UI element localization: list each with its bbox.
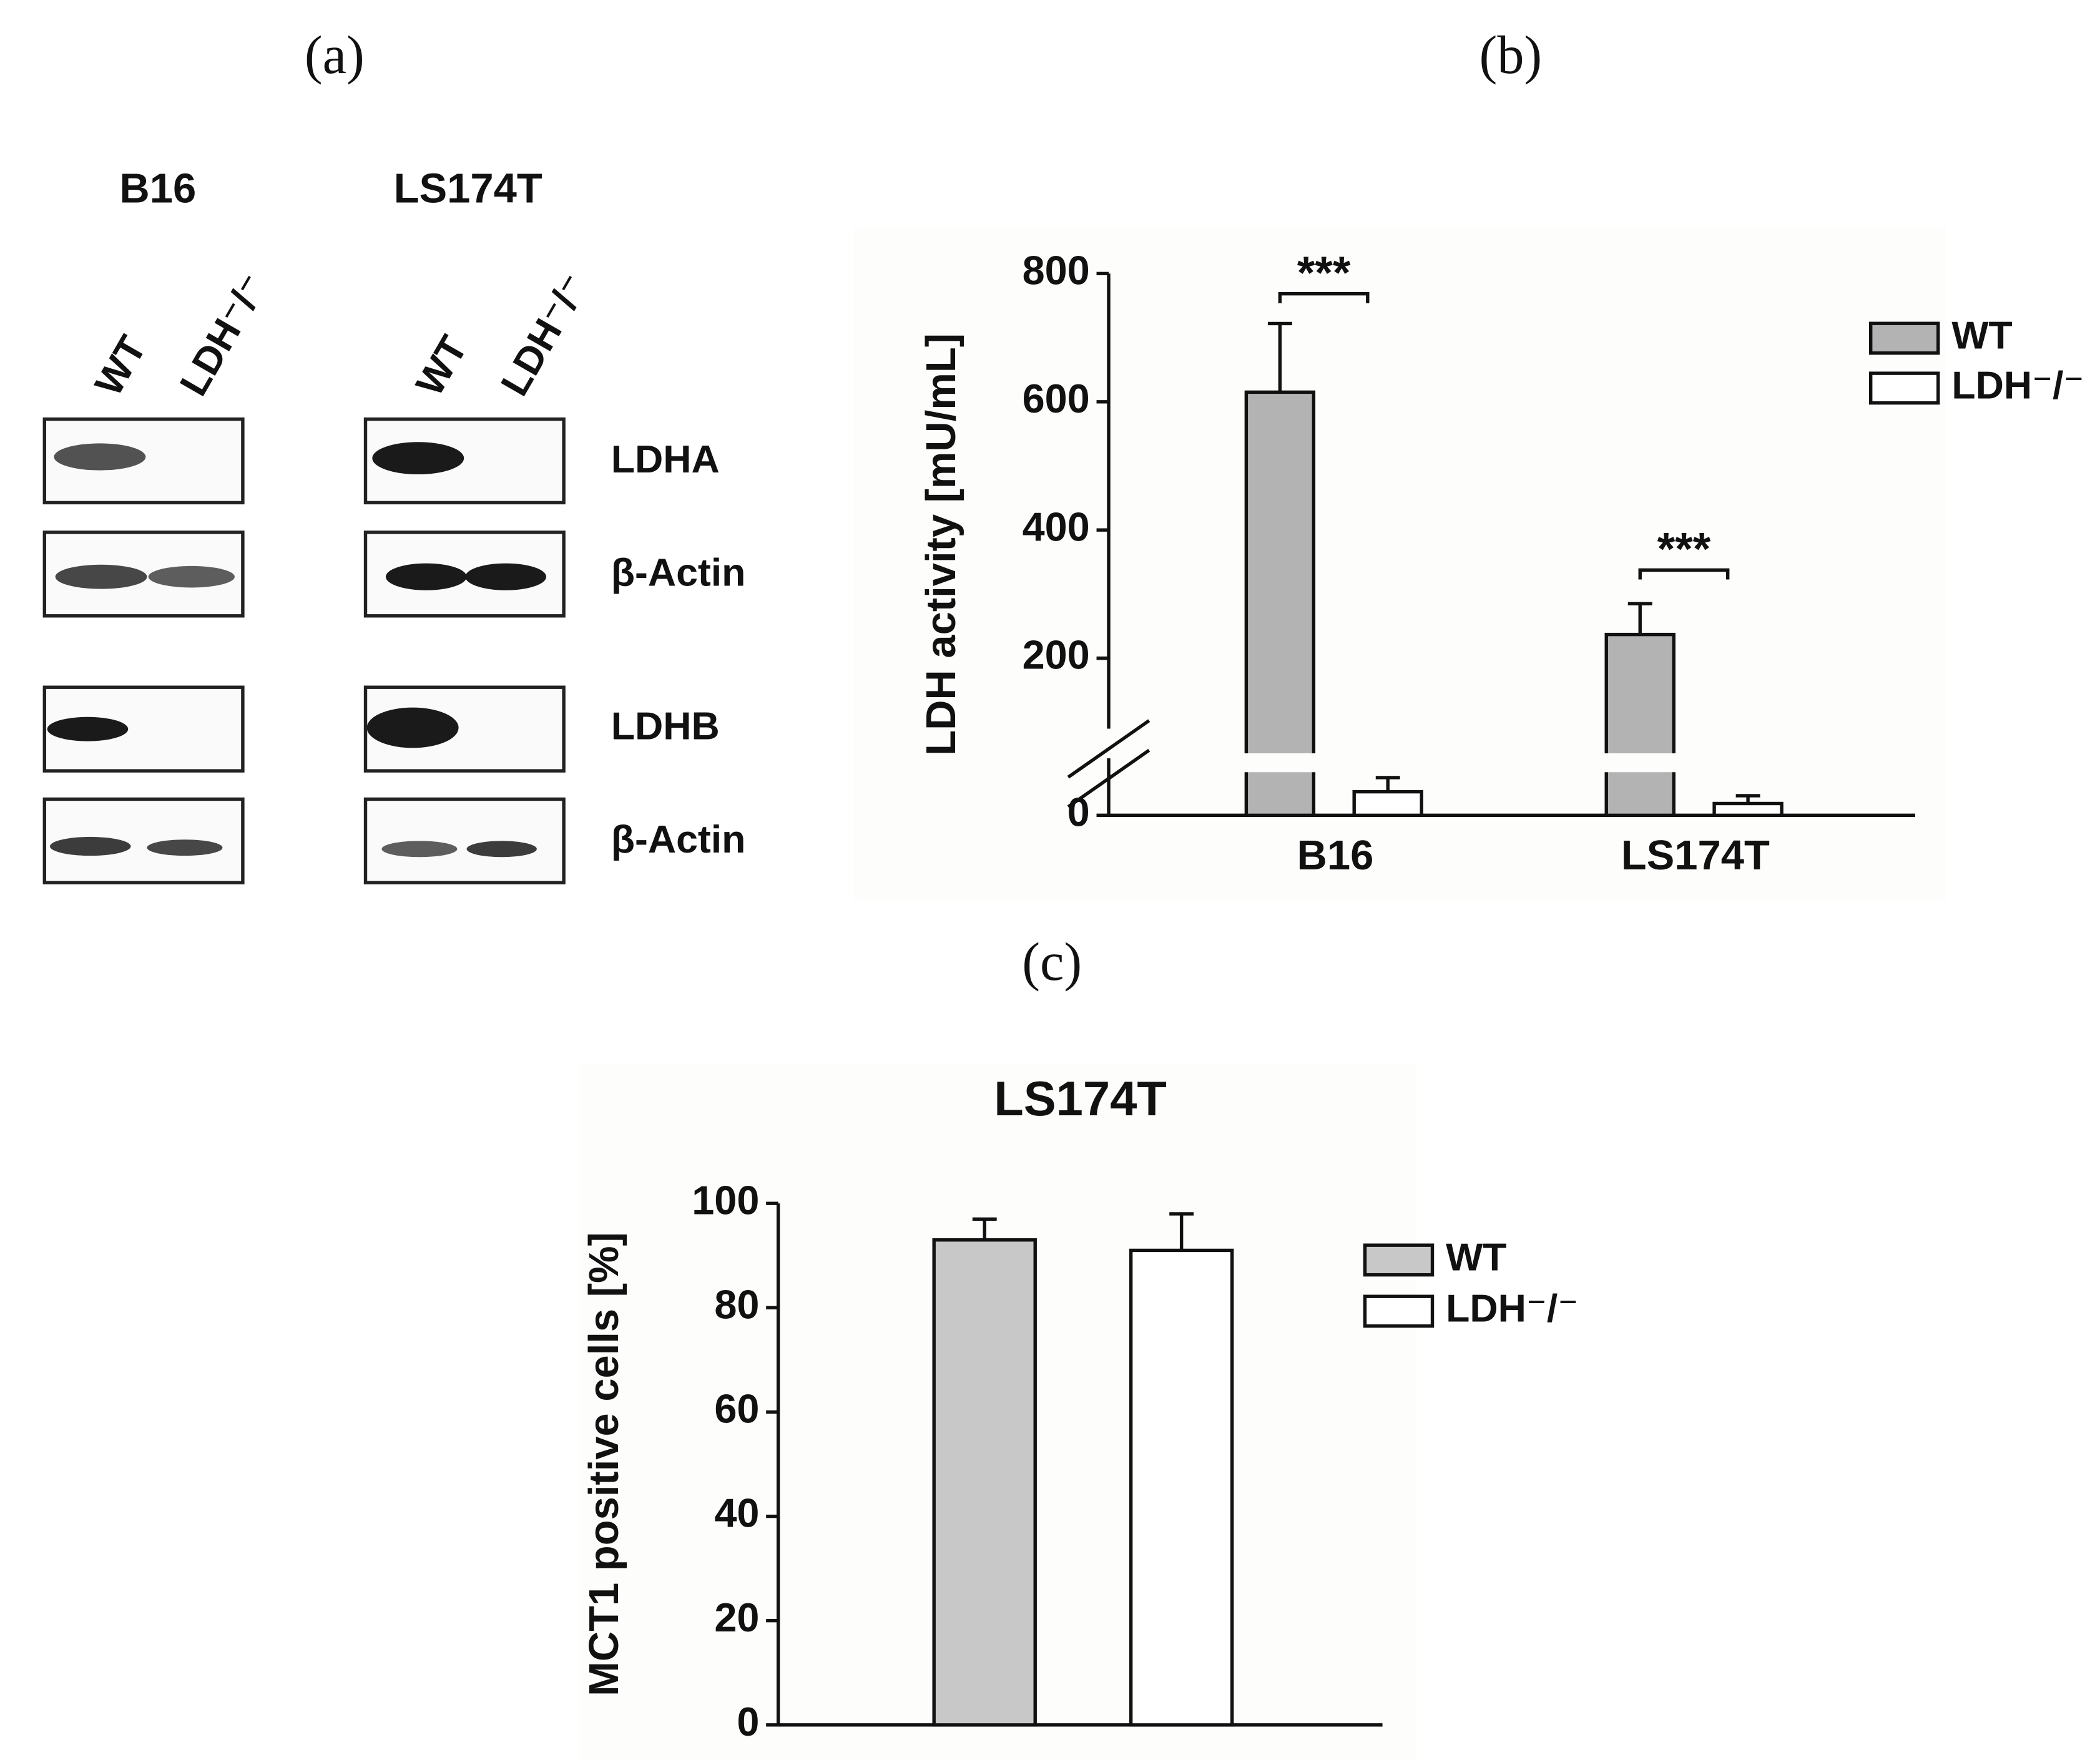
legend-label: LDH⁻/⁻ xyxy=(1951,363,2084,407)
legend-label: WT xyxy=(1446,1235,1506,1279)
chart-title: LS174T xyxy=(994,1072,1167,1126)
y-tick-label: 400 xyxy=(1023,504,1090,549)
y-tick-label: 20 xyxy=(714,1595,759,1640)
blot-bands xyxy=(47,442,547,858)
legend-swatch xyxy=(1869,321,1940,355)
legend-swatch xyxy=(1363,1243,1435,1277)
axis-break-mark xyxy=(1067,719,1151,779)
bar xyxy=(1712,801,1784,818)
significance-bracket xyxy=(1278,292,1370,303)
bar xyxy=(932,1238,1037,1727)
significance: *** xyxy=(1297,247,1351,298)
y-tick-label: 800 xyxy=(1023,247,1090,293)
bar xyxy=(1244,390,1316,818)
cell-line-label: LS174T xyxy=(394,165,542,212)
panel-label: (b) xyxy=(1479,25,1542,85)
cell-line-label: B16 xyxy=(119,165,196,212)
lane-label: LDH⁻/⁻ xyxy=(172,266,276,403)
y-tick-label: 100 xyxy=(692,1177,759,1223)
lane-label: WT xyxy=(408,328,476,403)
x-tick-label: B16 xyxy=(1297,832,1374,879)
y-tick-label: 80 xyxy=(714,1281,759,1327)
bar xyxy=(1352,790,1423,818)
bar xyxy=(1129,1248,1234,1727)
significance-bracket xyxy=(1638,568,1730,580)
y-tick-label: 0 xyxy=(737,1699,759,1744)
y-tick-label: 0 xyxy=(1067,789,1090,834)
legend-label: WT xyxy=(1951,314,2012,358)
blot-boxes xyxy=(42,417,566,885)
lane-label: LDH⁻/⁻ xyxy=(493,266,597,403)
panel-b-background xyxy=(853,226,1946,901)
protein-label: β-Actin xyxy=(611,818,746,861)
legend-label: LDH⁻/⁻ xyxy=(1446,1287,1578,1331)
legend-swatch xyxy=(1363,1294,1435,1328)
protein-label: LDHA xyxy=(611,438,720,481)
y-tick-label: 200 xyxy=(1023,632,1090,678)
lane-label: WT xyxy=(87,328,155,403)
x-tick-label: LS174T xyxy=(1621,832,1770,879)
axis-break-mark xyxy=(1067,748,1151,808)
panel-label: (c) xyxy=(1022,932,1082,992)
protein-label: β-Actin xyxy=(611,551,746,595)
y-axis-label: LDH activity [mU/mL] xyxy=(918,333,964,756)
legend-swatch xyxy=(1869,371,1940,405)
significance: *** xyxy=(1657,524,1711,575)
protein-label: LDHB xyxy=(611,705,720,748)
bar-break xyxy=(1602,753,1678,773)
y-tick-label: 40 xyxy=(714,1490,759,1536)
bar-break xyxy=(1242,753,1318,773)
y-tick-label: 60 xyxy=(714,1386,759,1432)
bar xyxy=(1604,632,1676,818)
y-axis-label: MCT1 positive cells [%] xyxy=(581,1232,627,1696)
y-tick-label: 600 xyxy=(1023,376,1090,421)
panel-label: (a) xyxy=(305,25,365,85)
